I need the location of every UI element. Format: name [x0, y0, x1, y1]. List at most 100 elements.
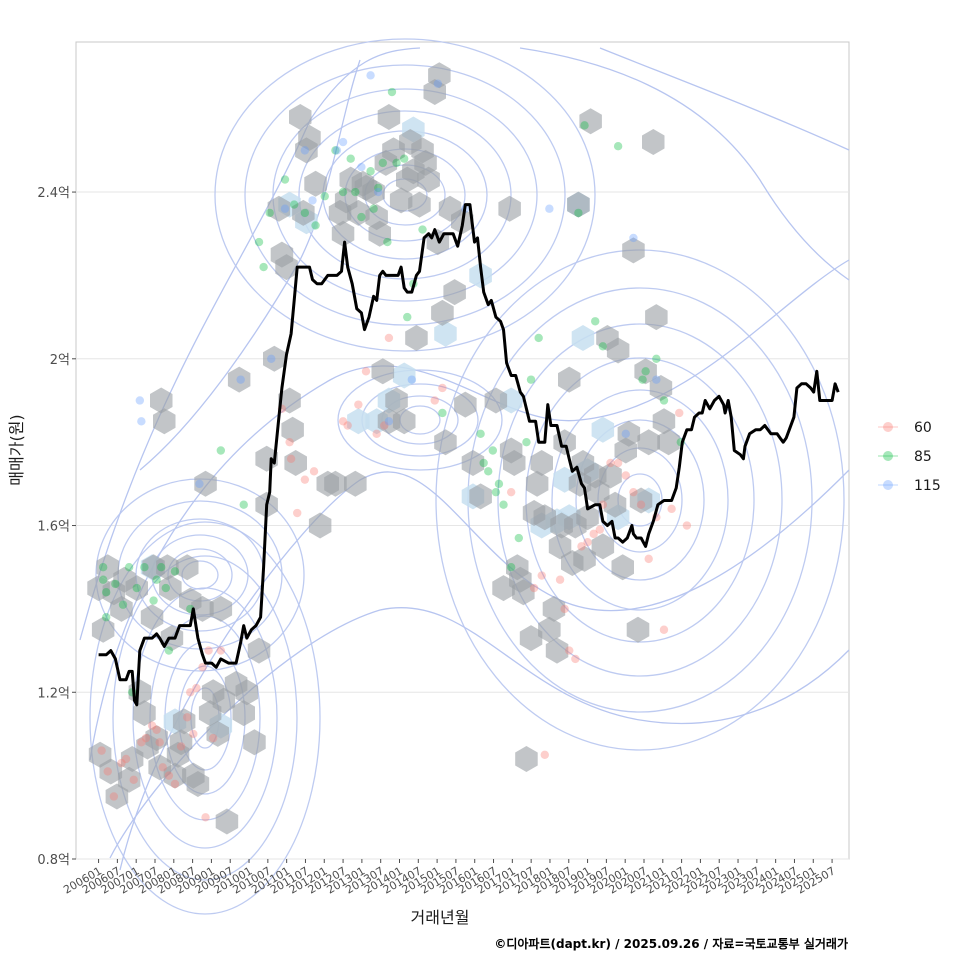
point-60 — [540, 750, 549, 759]
hexbin-cell — [235, 679, 259, 706]
contour-line — [214, 38, 596, 352]
point-115 — [652, 375, 661, 384]
point-60 — [571, 654, 580, 664]
contour-line — [89, 259, 850, 761]
point-85 — [170, 567, 180, 576]
point-85 — [403, 312, 412, 322]
point-85 — [491, 487, 501, 497]
hexbin-cell — [530, 450, 553, 476]
contour-line — [497, 323, 783, 677]
point-85 — [265, 208, 274, 218]
hexbin-cell — [542, 595, 566, 622]
point-85 — [638, 375, 647, 384]
point-85 — [387, 87, 397, 97]
hexbin-cell — [573, 545, 596, 572]
point-60 — [300, 475, 310, 484]
point-115 — [433, 79, 443, 88]
point-115 — [545, 204, 554, 213]
point-85 — [351, 187, 360, 197]
contour-line — [272, 88, 538, 302]
point-115 — [137, 417, 146, 426]
hexbin-cell — [140, 604, 164, 631]
point-85 — [338, 187, 348, 197]
legend-label: 115 — [914, 478, 941, 494]
point-85 — [98, 563, 108, 572]
contour-line — [337, 369, 503, 471]
point-85 — [580, 121, 589, 130]
point-115 — [300, 146, 310, 155]
legend-key-dot — [883, 451, 893, 461]
point-85 — [522, 437, 531, 447]
hexbin-cell — [88, 741, 112, 768]
hexbin-cell — [91, 616, 115, 643]
hexbin-cell — [163, 762, 187, 789]
hexbin-cell — [247, 637, 271, 664]
point-60 — [208, 733, 218, 743]
hexbin-cell — [281, 416, 304, 443]
hexbin-cell — [377, 104, 401, 130]
caption: ©디아파트(dapt.kr) / 2025.09.26 / 자료=국토교통부 실… — [494, 936, 848, 951]
point-60 — [204, 646, 213, 655]
point-60 — [506, 487, 516, 497]
point-60 — [170, 779, 180, 789]
hexbin-cell — [243, 729, 266, 756]
point-85 — [659, 396, 669, 405]
point-85 — [149, 596, 158, 605]
hexbin-cell — [454, 391, 477, 418]
point-115 — [384, 417, 394, 426]
point-60 — [109, 792, 119, 801]
point-85 — [300, 208, 310, 218]
point-85 — [534, 333, 543, 343]
hexbin-cell — [362, 179, 385, 206]
point-85 — [374, 183, 383, 193]
point-85 — [484, 467, 493, 476]
hexbin-cell — [545, 637, 569, 664]
point-60 — [158, 763, 167, 772]
hexbin-cell — [512, 579, 535, 606]
hexbin-cell — [267, 195, 291, 222]
hexbin-cell — [645, 304, 668, 331]
point-60 — [216, 646, 226, 655]
x-axis-title: 거래년월 — [411, 908, 470, 927]
contour-line — [119, 469, 850, 871]
hexbin-cell — [408, 191, 431, 218]
point-115 — [308, 196, 317, 205]
hexbin-cell — [515, 746, 538, 772]
point-60 — [155, 738, 164, 747]
hexbin-cell — [431, 299, 454, 326]
point-85 — [392, 158, 401, 168]
hexbin-cell — [603, 491, 627, 518]
hexbin-cell — [117, 766, 141, 793]
hexbin-cell — [461, 450, 485, 476]
point-85 — [102, 613, 111, 622]
hexbin-cell — [227, 366, 251, 393]
point-85 — [357, 212, 366, 222]
hexbin-cell — [347, 199, 370, 226]
point-85 — [366, 167, 375, 176]
point-60 — [141, 733, 151, 743]
point-60 — [659, 625, 669, 634]
point-60 — [629, 487, 638, 497]
point-60 — [529, 583, 539, 593]
point-60 — [380, 421, 389, 430]
point-85 — [479, 458, 488, 468]
point-115 — [621, 429, 630, 439]
hexbin-cell — [275, 254, 298, 281]
point-60 — [103, 767, 112, 776]
point-115 — [195, 479, 204, 489]
point-60 — [285, 437, 294, 447]
point-85 — [239, 500, 248, 509]
hexbin-cell — [110, 595, 133, 622]
point-85 — [161, 583, 171, 593]
point-60 — [613, 458, 623, 468]
hexbin-cell — [344, 470, 367, 497]
point-115 — [267, 354, 276, 363]
point-60 — [164, 771, 174, 780]
contour-line — [575, 419, 705, 581]
point-85 — [259, 262, 268, 272]
hexbin-cell — [606, 337, 630, 364]
hexbin-cell — [599, 462, 622, 489]
point-85 — [652, 354, 661, 363]
point-60 — [621, 471, 630, 480]
point-85 — [476, 429, 485, 439]
